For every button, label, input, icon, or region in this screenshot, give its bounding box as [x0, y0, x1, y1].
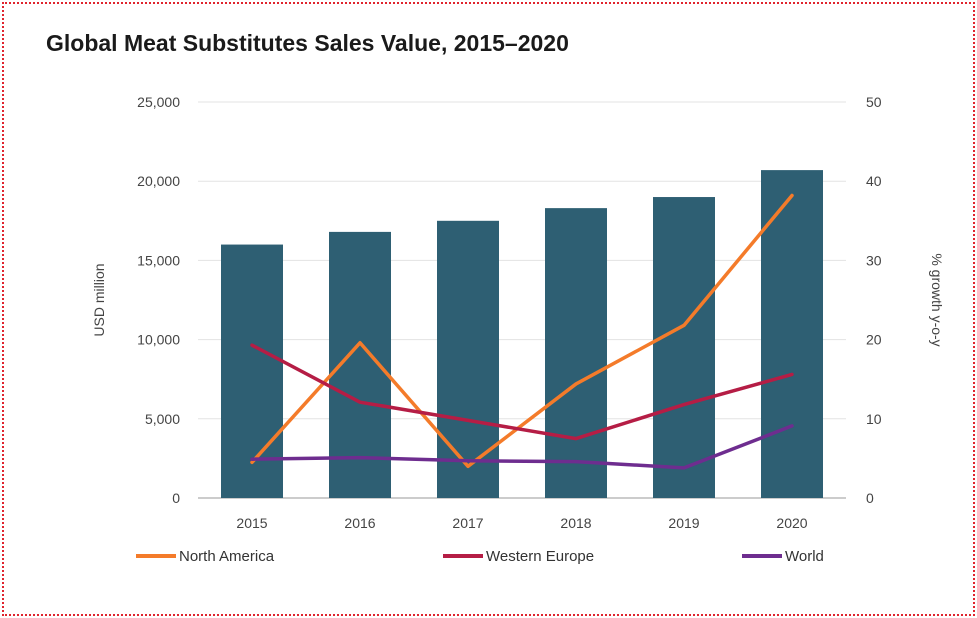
gridlines	[198, 101, 846, 499]
y-axis-label: USD million	[91, 263, 107, 336]
y-tick-label: 20,000	[137, 173, 180, 189]
legend: North America Western Europe World	[136, 548, 824, 565]
bar-2017	[437, 220, 499, 499]
x-tick-label: 2017	[452, 515, 483, 531]
x-tick-label: 2016	[344, 515, 375, 531]
y2-tick-label: 30	[866, 252, 882, 268]
x-tick-label: 2015	[236, 515, 267, 531]
y-tick-label: 25,000	[137, 94, 180, 110]
bar-2015	[221, 244, 283, 498]
x-tick-label: 2020	[776, 515, 807, 531]
y2-tick-label: 40	[866, 173, 882, 189]
series-line-western-europe	[250, 343, 794, 441]
y2-tick-label: 20	[866, 332, 882, 348]
series-line-world	[250, 424, 794, 470]
legend-label: World	[785, 548, 824, 565]
y2-axis-label: % growth y-o-y	[929, 253, 945, 346]
bar-2018	[545, 208, 607, 499]
bar-2019	[653, 197, 715, 499]
x-tick-label: 2019	[668, 515, 699, 531]
bar-2020	[761, 170, 823, 498]
series-lines	[250, 193, 794, 470]
x-axis-ticks: 2015 2016 2017 2018 2019 2020	[236, 515, 807, 531]
y2-tick-label: 50	[866, 94, 882, 110]
y-axis-ticks: 0 5,000 10,000 15,000 20,000 25,000	[137, 94, 180, 506]
bars	[221, 170, 823, 499]
y-tick-label: 0	[172, 490, 180, 506]
legend-label: North America	[179, 548, 275, 565]
y-tick-label: 15,000	[137, 252, 180, 268]
y-tick-label: 5,000	[145, 411, 180, 427]
chart-title: Global Meat Substitutes Sales Value, 201…	[46, 30, 569, 56]
y2-tick-label: 0	[866, 490, 874, 506]
y2-axis-ticks: 0 10 20 30 40 50	[866, 94, 882, 506]
y-tick-label: 10,000	[137, 332, 180, 348]
legend-label: Western Europe	[486, 548, 594, 565]
x-tick-label: 2018	[560, 515, 591, 531]
y2-tick-label: 10	[866, 411, 882, 427]
series-line-north-america	[250, 193, 794, 469]
